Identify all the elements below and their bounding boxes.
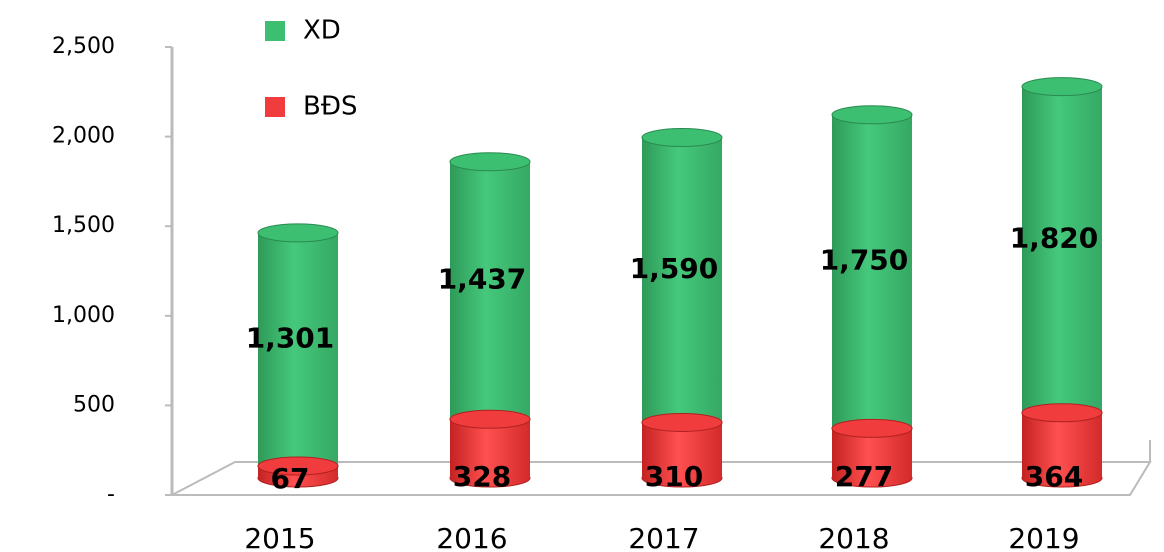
- y-tick-label: 1,000: [52, 303, 115, 328]
- y-tick-label: 2,000: [52, 124, 115, 149]
- cylinder-top: [641, 128, 723, 148]
- cylinder-top: [831, 418, 913, 438]
- cylinder-top: [641, 412, 723, 432]
- x-tick-label: 2016: [436, 522, 507, 552]
- value-label: 1,301: [246, 321, 335, 354]
- value-label: 328: [453, 460, 511, 493]
- bar: [642, 137, 722, 423]
- cylinder-top: [1021, 403, 1103, 423]
- cylinder-top: [257, 223, 339, 243]
- bar: [450, 419, 530, 478]
- bar: [832, 114, 912, 429]
- legend-swatch: [265, 97, 285, 117]
- cylinder-top: [449, 152, 531, 172]
- value-label: 364: [1025, 460, 1083, 493]
- value-label: 67: [271, 462, 310, 495]
- y-tick-label: 1,500: [52, 213, 115, 238]
- y-tick-label: 2,500: [52, 34, 115, 59]
- x-tick-label: 2017: [628, 522, 699, 552]
- legend-label: XD: [303, 16, 341, 46]
- value-label: 1,590: [630, 252, 719, 285]
- cylinder-top: [449, 409, 531, 429]
- value-label: 1,820: [1010, 222, 1099, 255]
- bar: [1022, 86, 1102, 413]
- value-label: 310: [645, 460, 703, 493]
- value-label: 277: [835, 460, 893, 493]
- legend-swatch: [265, 21, 285, 41]
- y-tick-label: 500: [73, 392, 115, 417]
- cylinder-top: [831, 105, 913, 125]
- x-tick-label: 2015: [244, 522, 315, 552]
- cylinder-top: [257, 456, 339, 476]
- x-tick-label: 2018: [818, 522, 889, 552]
- y-tick-label: -: [107, 482, 115, 507]
- value-label: 1,750: [820, 244, 909, 277]
- legend-label: BĐS: [303, 92, 358, 122]
- value-label: 1,437: [438, 262, 527, 295]
- cylinder-top: [1021, 77, 1103, 97]
- bar: [258, 232, 338, 466]
- x-tick-label: 2019: [1008, 522, 1079, 552]
- bar: [1022, 412, 1102, 478]
- bar: [450, 161, 530, 420]
